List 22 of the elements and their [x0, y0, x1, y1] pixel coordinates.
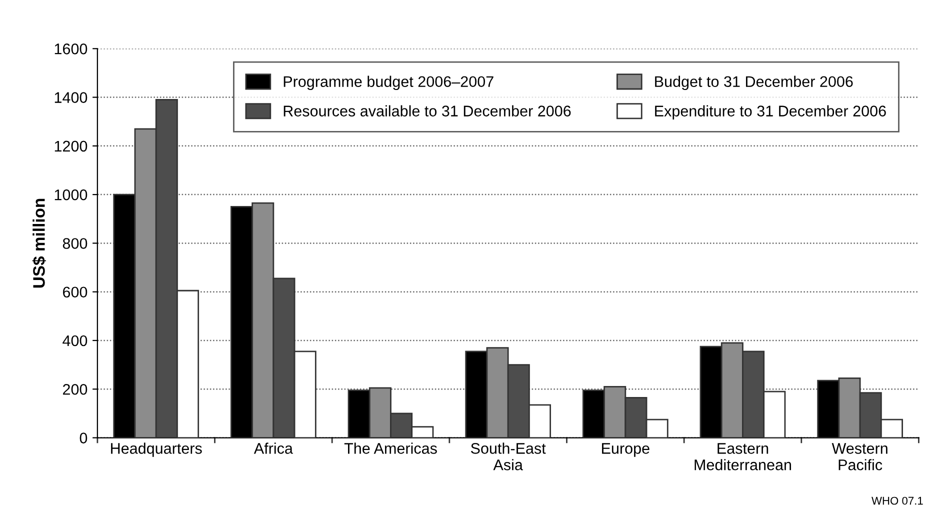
y-tick-label: 600	[63, 286, 88, 298]
text: WHO 07.1	[872, 496, 923, 505]
x-tick-label: South-East Asia	[470, 442, 546, 470]
legend-label: Programme budget 2006–2007	[284, 76, 494, 90]
y-tick-label: 200	[63, 384, 88, 395]
y-tick-label: 400	[62, 335, 88, 346]
x-tick-label: The Americas	[344, 442, 437, 454]
y-tick-label: 1000	[54, 189, 88, 200]
legend-label: Expenditure to 31 December 2006	[655, 105, 886, 120]
y-tick-label: 0	[80, 432, 88, 444]
x-tick-label: Headquarters	[111, 442, 202, 457]
x-tick-label: Europe	[602, 443, 650, 457]
x-tick-label: Western Pacific	[832, 443, 888, 470]
legend-label: Resources available to 31 December 2006	[284, 105, 571, 116]
y-tick-label: 1400	[54, 92, 88, 103]
y-tick-label: 1600	[54, 44, 88, 54]
x-tick-label: Africa	[254, 442, 293, 454]
x-tick-label: Eastern Mediterranean	[694, 443, 791, 470]
y-tick-label: 800	[62, 238, 88, 249]
y-tick-label: 1200	[54, 140, 88, 152]
legend-label: Budget to 31 December 2006	[655, 76, 853, 90]
y-axis-title: US$ million	[32, 198, 46, 288]
